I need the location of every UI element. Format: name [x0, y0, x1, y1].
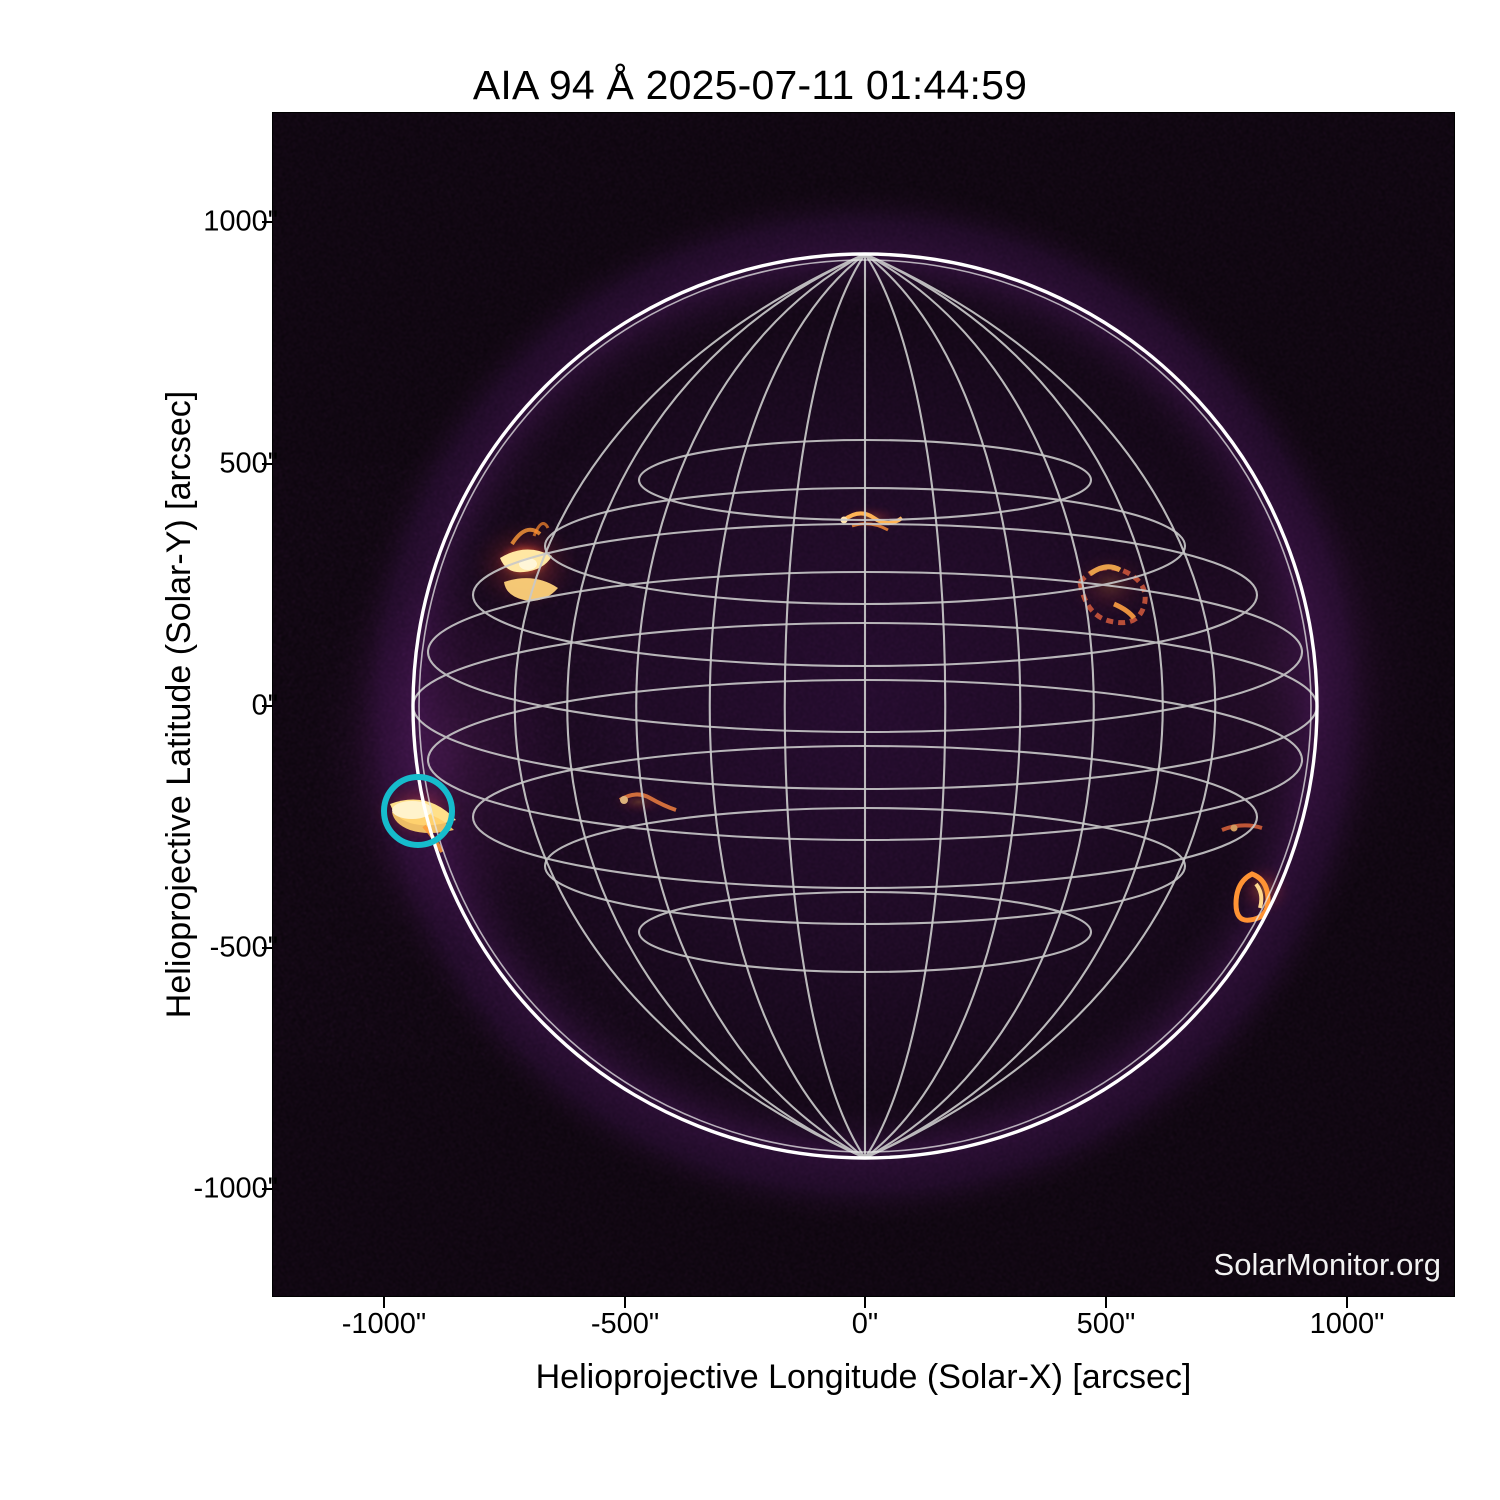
active-region-west-limb [1233, 862, 1294, 923]
active-region-marker-layer[interactable] [272, 112, 1455, 1297]
x-tick-label-500: 500" [1076, 1308, 1136, 1340]
solar-image-plot-area: SolarMonitor.org [272, 112, 1455, 1297]
active-region-east-limb [370, 777, 466, 853]
y-tick-mark-1000 [262, 221, 273, 223]
watermark: SolarMonitor.org [1213, 1247, 1441, 1282]
figure-title-text: AIA 94 Å 2025-07-11 01:44:59 [472, 62, 1028, 108]
active-region-se-faint [609, 788, 677, 816]
x-tick-mark-neg1000 [383, 1297, 385, 1308]
y-tick-mark-neg500 [262, 947, 273, 949]
y-axis-title: Helioprojective Latitude (Solar-Y) [arcs… [160, 390, 198, 1019]
x-tick-label-neg500: -500" [590, 1308, 660, 1340]
y-tick-mark-0 [262, 705, 273, 707]
active-region-marker-circle[interactable] [381, 774, 455, 848]
heliographic-grid [411, 252, 1319, 1160]
x-tick-mark-0 [864, 1297, 866, 1308]
x-tick-label-1000: 1000" [1309, 1308, 1385, 1340]
x-tick-label-0: 0" [851, 1308, 879, 1340]
figure-title: AIA 94 Å 2025-07-11 01:44:59 [0, 62, 1500, 109]
x-axis-title: Helioprojective Longitude (Solar-X) [arc… [535, 1358, 1192, 1396]
y-tick-mark-500 [262, 463, 273, 465]
x-tick-mark-1000 [1346, 1297, 1348, 1308]
solar-limb [411, 252, 1319, 1160]
x-tick-label-neg1000: -1000" [341, 1308, 427, 1340]
x-tick-mark-neg500 [624, 1297, 626, 1308]
x-tick-mark-500 [1105, 1297, 1107, 1308]
y-tick-mark-neg1000 [262, 1188, 273, 1190]
solar-limb-inner [418, 259, 1312, 1153]
active-region-west-limb-north [1221, 823, 1263, 832]
